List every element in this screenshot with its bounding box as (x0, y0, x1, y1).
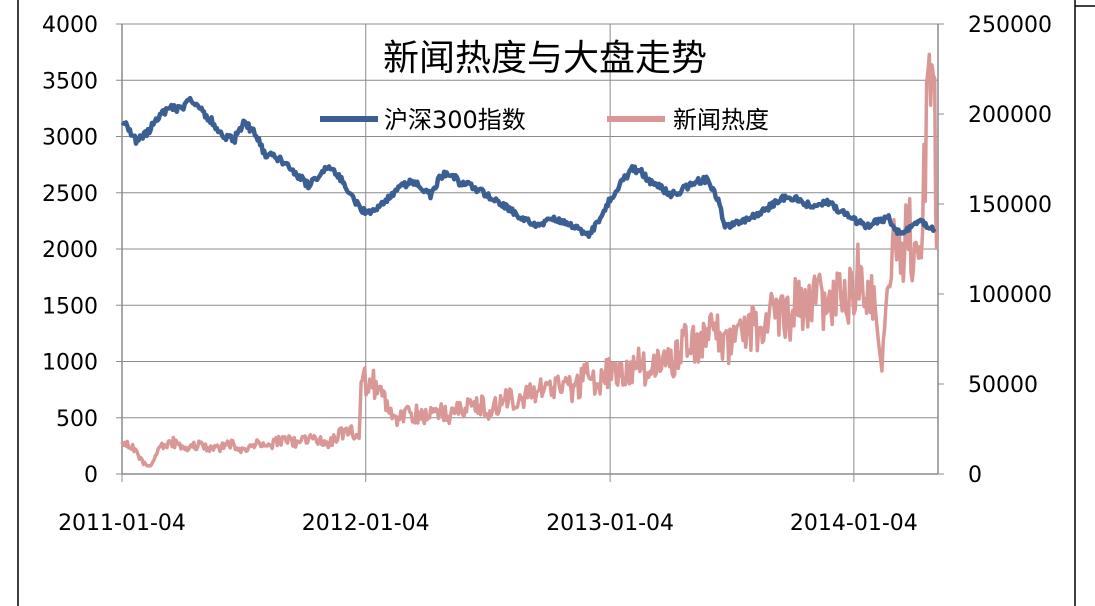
y-left-tick-label: 500 (56, 407, 98, 432)
y-right-tick-label: 200000 (968, 103, 1052, 128)
y-left-tick-label: 1500 (42, 294, 98, 319)
chart-title: 新闻热度与大盘走势 (383, 38, 707, 79)
y-left-tick-label: 2500 (42, 182, 98, 207)
x-tick-label: 2012-01-04 (302, 511, 430, 536)
y-right-tick-label: 0 (968, 463, 982, 488)
legend-label-news: 新闻热度 (673, 106, 769, 134)
y-right-tick-label: 150000 (968, 193, 1052, 218)
y-left-tick-label: 1000 (42, 351, 98, 376)
legend: 沪深300指数 新闻热度 (320, 106, 769, 134)
x-tick-label: 2011-01-04 (58, 511, 186, 536)
series-line-news (120, 52, 939, 468)
y-right-tick-label: 250000 (968, 13, 1052, 38)
y-left-tick-label: 4000 (42, 13, 98, 38)
legend-label-index: 沪深300指数 (384, 106, 526, 134)
y-left-tick-label: 0 (84, 463, 98, 488)
series-line-index (120, 95, 937, 240)
y-right-tick-label: 50000 (968, 373, 1038, 398)
y-left-tick-label: 3500 (42, 69, 98, 94)
y-left-tick-label: 3000 (42, 126, 98, 151)
y-right-tick-label: 100000 (968, 283, 1052, 308)
x-tick-label: 2013-01-04 (546, 511, 674, 536)
y-left-tick-label: 2000 (42, 238, 98, 263)
x-tick-label: 2014-01-04 (790, 511, 918, 536)
